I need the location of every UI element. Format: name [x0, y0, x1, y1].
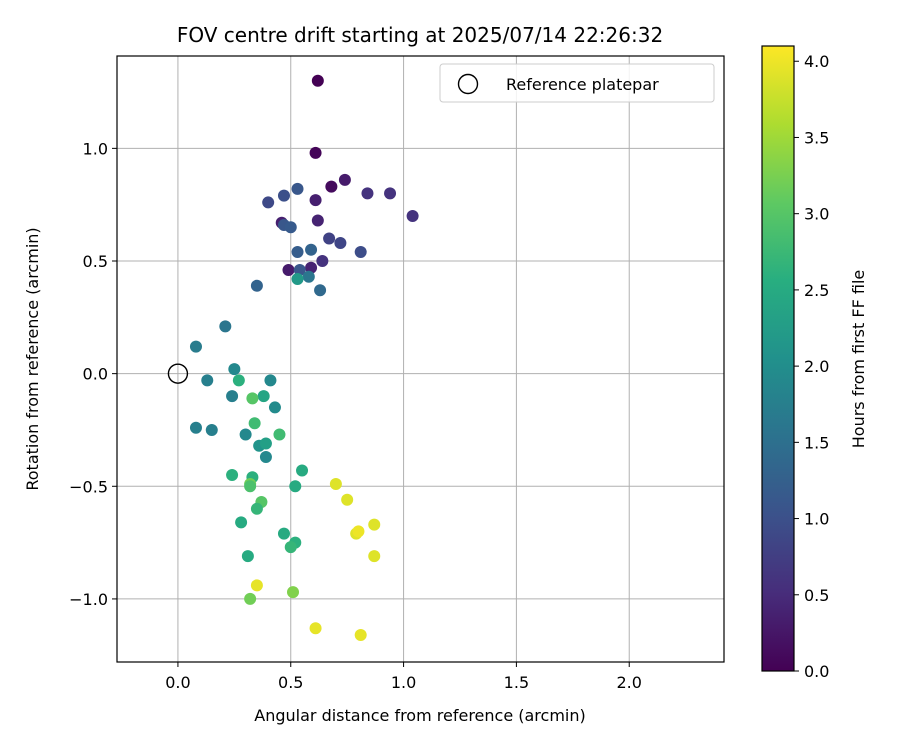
data-point: [277, 189, 290, 202]
x-axis-ticks: 0.0 0.5 1.0 1.5 2.0: [165, 662, 642, 692]
data-point: [354, 628, 367, 641]
data-point: [219, 320, 232, 333]
data-point: [361, 187, 374, 200]
data-point: [314, 284, 327, 297]
x-tick-label: 0.0: [165, 673, 190, 692]
data-point: [338, 173, 351, 186]
data-point: [309, 194, 322, 207]
x-tick-label: 1.0: [391, 673, 416, 692]
data-point: [189, 340, 202, 353]
data-point: [293, 264, 306, 277]
data-point: [305, 243, 318, 256]
data-point: [268, 401, 281, 414]
colorbar-tick-label: 2.5: [804, 281, 829, 300]
data-point: [262, 196, 275, 209]
x-tick-label: 0.5: [278, 673, 303, 692]
data-point: [329, 478, 342, 491]
data-point: [241, 550, 254, 563]
data-point: [311, 74, 324, 87]
data-point: [250, 579, 263, 592]
x-axis-label: Angular distance from reference (arcmin): [254, 706, 585, 725]
data-point: [291, 273, 304, 286]
data-point: [244, 480, 257, 493]
data-point: [309, 146, 322, 159]
data-point: [311, 214, 324, 227]
data-point: [277, 527, 290, 540]
data-point: [264, 374, 277, 387]
colorbar-tick-label: 1.0: [804, 510, 829, 529]
data-point: [368, 550, 381, 563]
data-point: [325, 180, 338, 193]
data-point: [309, 622, 322, 635]
data-point: [305, 261, 318, 274]
legend: Reference platepar: [439, 63, 715, 103]
data-point: [341, 493, 354, 506]
data-point: [226, 469, 239, 482]
colorbar-tick-label: 0.0: [804, 662, 829, 681]
data-point: [259, 437, 272, 450]
data-point: [257, 390, 270, 403]
legend-label: Reference platepar: [506, 75, 659, 94]
y-tick-label: 1.0: [83, 139, 108, 158]
data-point: [334, 236, 347, 249]
y-tick-label: −0.5: [69, 477, 108, 496]
data-point: [250, 279, 263, 292]
data-point: [354, 245, 367, 258]
data-point: [273, 428, 286, 441]
data-point: [226, 390, 239, 403]
data-point: [205, 423, 218, 436]
data-point: [246, 392, 259, 405]
colorbar-ticks: 0.0 0.5 1.0 1.5 2.0 2.5 3.0 3.5 4.0: [794, 52, 829, 681]
y-tick-label: 0.5: [83, 252, 108, 271]
legend-box: [439, 63, 715, 103]
y-tick-label: −1.0: [69, 590, 108, 609]
colorbar-tick-label: 3.5: [804, 128, 829, 147]
plot-area-frame: [116, 55, 725, 663]
data-point: [291, 245, 304, 258]
data-point: [284, 541, 297, 554]
data-point: [232, 374, 245, 387]
data-point: [201, 374, 214, 387]
colorbar-label: Hours from first FF file: [849, 270, 868, 449]
data-point: [284, 221, 297, 234]
data-point: [282, 264, 295, 277]
data-point: [291, 182, 304, 195]
data-point: [250, 502, 263, 515]
data-points: [189, 74, 419, 641]
data-point: [244, 592, 257, 605]
data-point: [316, 255, 329, 268]
legend-reference-marker: [457, 73, 479, 95]
data-point: [287, 586, 300, 599]
colorbar-tick-label: 3.0: [804, 205, 829, 224]
data-point: [323, 232, 336, 245]
data-point: [228, 363, 241, 376]
y-tick-label: 0.0: [83, 365, 108, 384]
data-point: [248, 417, 261, 430]
colorbar-tick-label: 4.0: [804, 52, 829, 71]
grid: [117, 56, 724, 662]
data-point: [302, 270, 315, 283]
data-point: [296, 464, 309, 477]
data-point: [352, 525, 365, 538]
chart-title: FOV centre drift starting at 2025/07/14 …: [177, 23, 663, 47]
y-axis-ticks: −1.0 −0.5 0.0 0.5 1.0: [69, 139, 117, 609]
data-point: [259, 450, 272, 463]
colorbar-tick-label: 0.5: [804, 586, 829, 605]
y-axis-label: Rotation from reference (arcmin): [23, 227, 42, 490]
data-point: [289, 480, 302, 493]
data-point: [235, 516, 248, 529]
colorbar-tick-label: 2.0: [804, 357, 829, 376]
x-tick-label: 2.0: [617, 673, 642, 692]
colorbar: [761, 45, 795, 672]
data-point: [384, 187, 397, 200]
colorbar-tick-label: 1.5: [804, 433, 829, 452]
data-point: [239, 428, 252, 441]
reference-marker: [167, 363, 189, 384]
data-point: [406, 209, 419, 222]
data-point: [368, 518, 381, 531]
x-tick-label: 1.5: [504, 673, 529, 692]
data-point: [189, 421, 202, 434]
